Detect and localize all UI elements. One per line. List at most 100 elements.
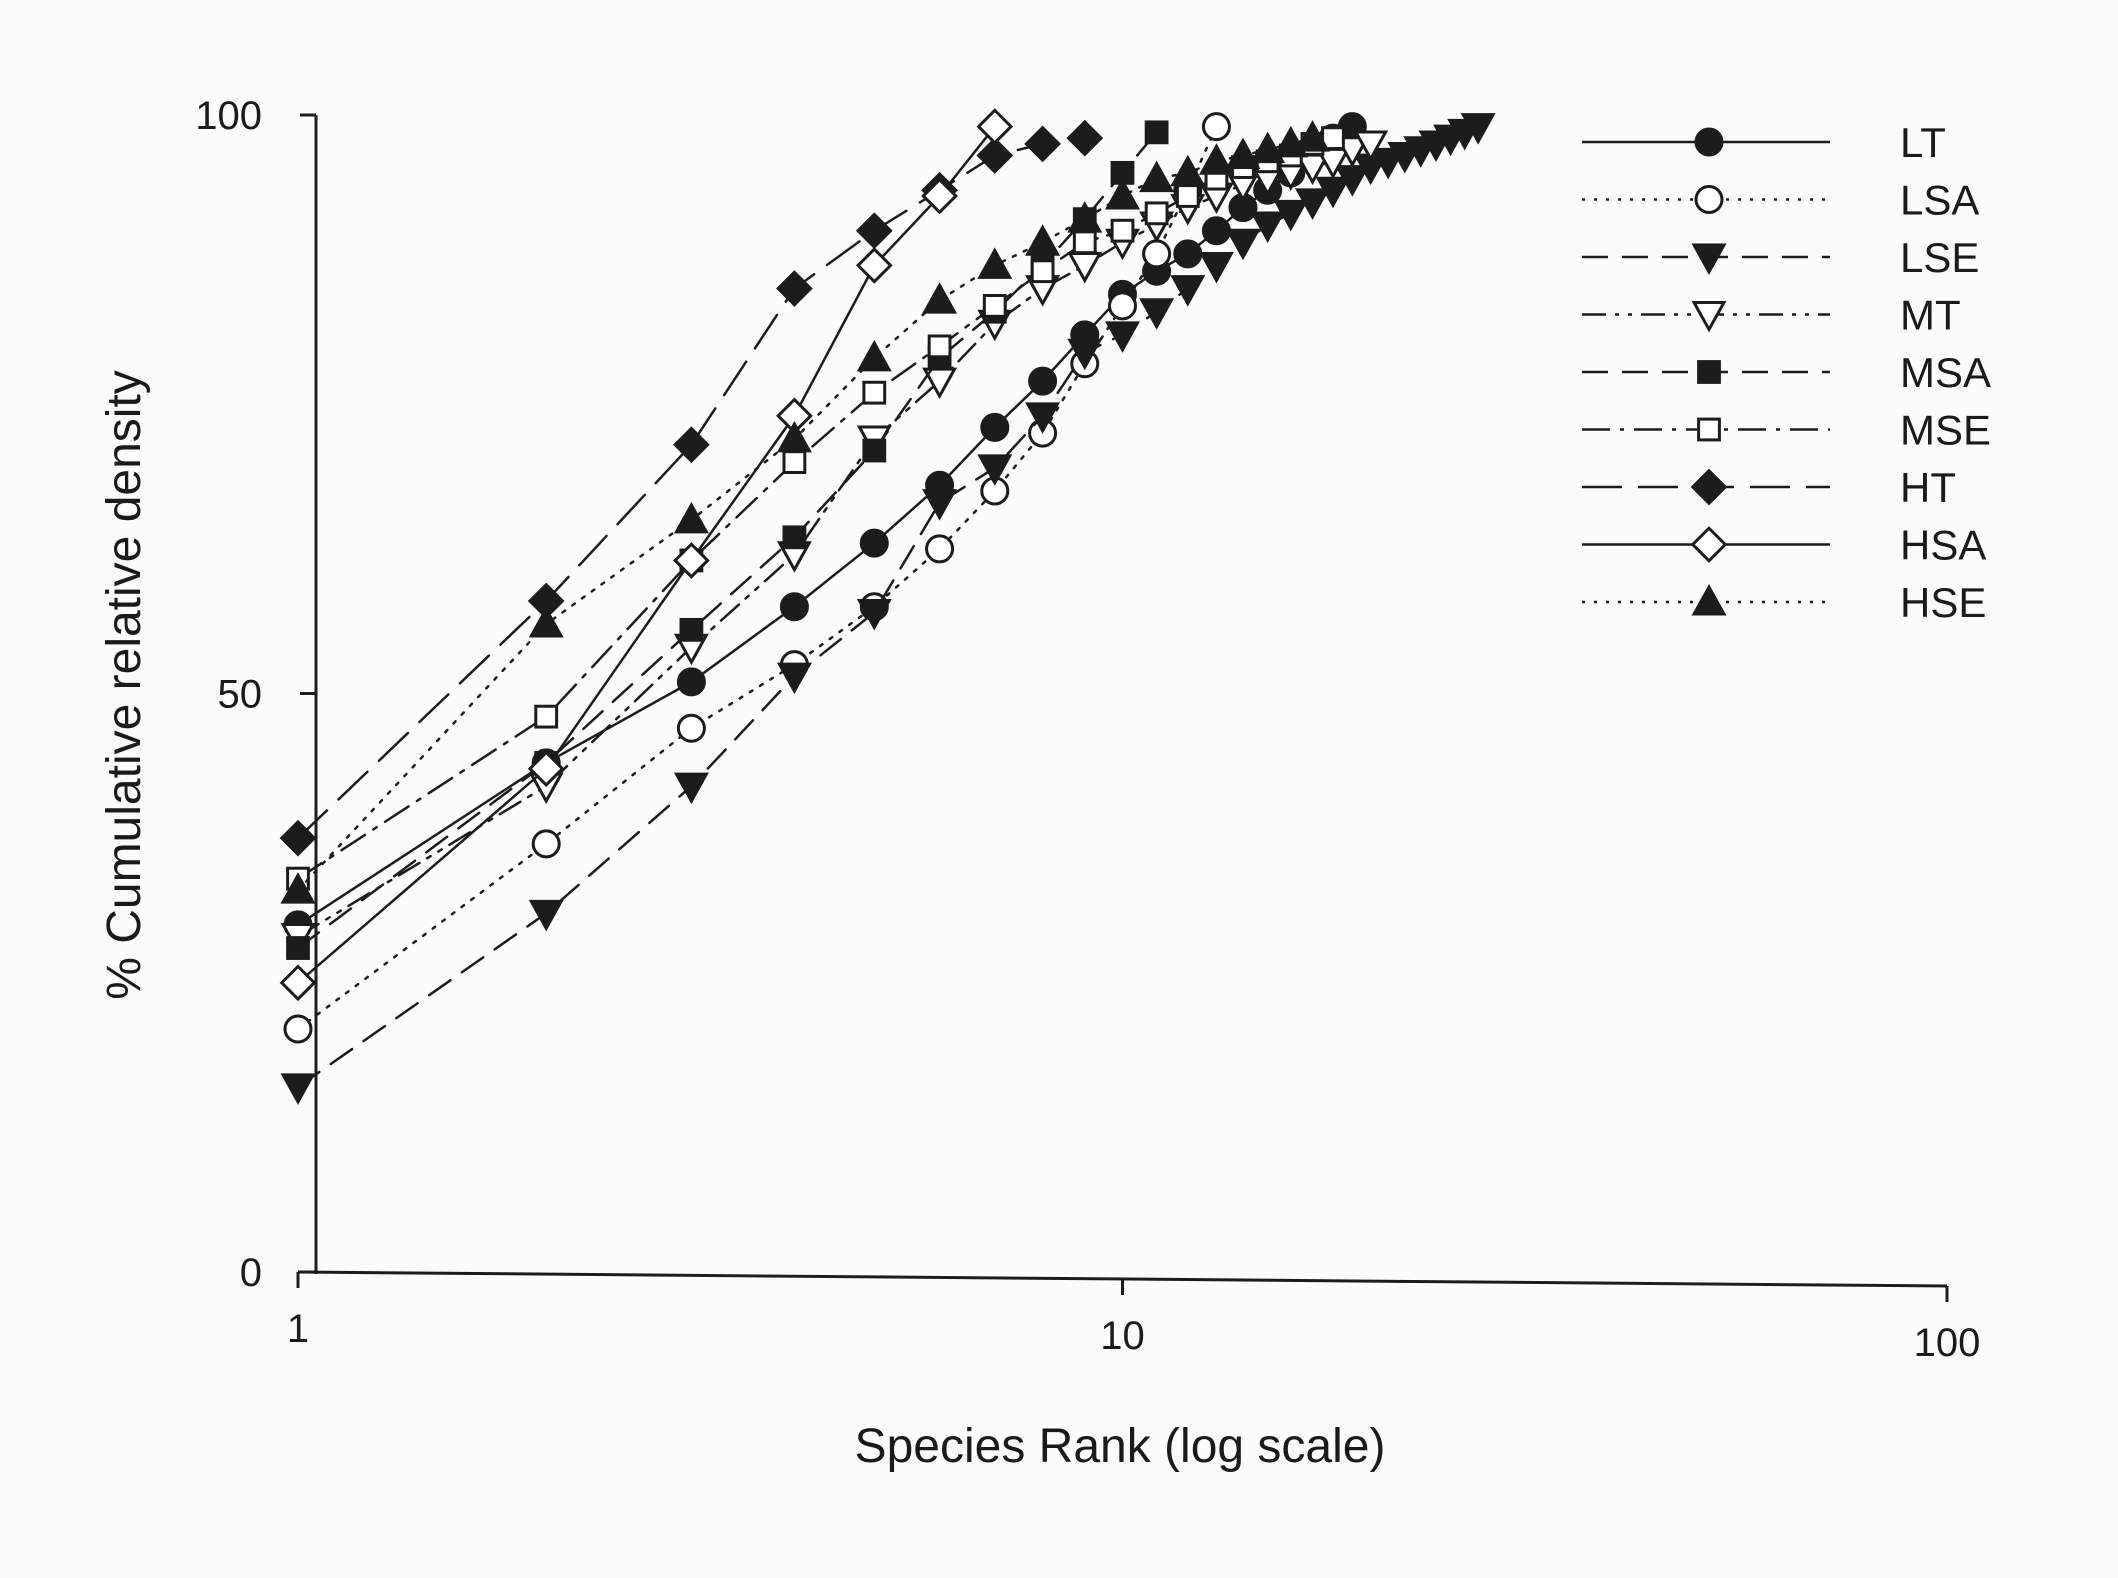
data-point-hsa — [921, 177, 958, 215]
series-line-mt — [296, 142, 1372, 938]
data-point-lse — [1460, 113, 1496, 145]
data-point-hse — [776, 420, 812, 453]
data-point-lse — [1198, 251, 1234, 284]
data-point-lt — [676, 667, 706, 697]
legend-marker-lt — [1694, 127, 1724, 157]
data-point-msa — [862, 438, 887, 463]
legend-label-hse: HSE — [1900, 579, 1986, 626]
legend-label-msa: MSA — [1900, 349, 1991, 396]
data-point-hse — [1025, 224, 1061, 256]
data-point-lsa — [676, 713, 706, 743]
data-point-hsa — [673, 542, 710, 579]
legend-marker-lse — [1691, 243, 1727, 276]
data-point-hse — [977, 247, 1013, 279]
data-point-hse — [1067, 201, 1103, 233]
data-point-mse — [1144, 201, 1169, 226]
data-point-hse — [1225, 137, 1261, 169]
data-point-hse — [1198, 143, 1234, 175]
data-point-ht — [776, 270, 813, 307]
series-hsa — [279, 108, 1014, 1002]
data-point-lt — [859, 528, 889, 558]
data-point-mse — [1321, 126, 1345, 151]
data-point-lse — [1067, 338, 1103, 371]
data-point-mt — [1353, 130, 1389, 162]
data-point-lse — [856, 599, 892, 631]
data-point-hse — [856, 339, 892, 372]
legend-item-hsa: HSA — [1582, 522, 1986, 569]
series-layer — [279, 108, 1496, 1105]
legend-marker-mt — [1691, 301, 1727, 333]
data-point-lse — [1225, 228, 1261, 261]
data-point-hse — [280, 872, 316, 904]
data-point-hse — [1105, 177, 1140, 210]
legend-item-lse: LSE — [1582, 234, 1979, 281]
legend-item-msa: MSA — [1582, 349, 1991, 396]
data-point-mse — [927, 334, 952, 359]
legend-item-hse: HSE — [1582, 579, 1986, 626]
data-point-mse — [982, 294, 1007, 318]
series-lse — [280, 113, 1496, 1105]
data-point-lt — [1173, 239, 1203, 269]
axes: 0 50 100 1 10 100 — [195, 94, 1980, 1365]
legend-item-lt: LT — [1582, 119, 1946, 166]
series-ht — [279, 119, 1104, 857]
x-tick-label: 100 — [1914, 1321, 1981, 1365]
x-tick-label: 1 — [287, 1307, 309, 1351]
data-point-mse — [1030, 259, 1055, 284]
legend: LT LSA LSE MT MSA MSE HT HSA HSE — [1582, 119, 1991, 626]
data-point-lt — [1028, 366, 1058, 396]
series-hse — [280, 120, 1331, 904]
data-point-msa — [782, 525, 807, 550]
data-point-hse — [673, 501, 709, 534]
data-point-msa — [286, 936, 310, 960]
data-point-hse — [1170, 154, 1206, 187]
data-point-mt — [1067, 251, 1103, 284]
data-point-hsa — [855, 247, 893, 284]
series-line-hsa — [296, 125, 997, 985]
data-point-lse — [1105, 321, 1140, 353]
data-point-mse — [534, 704, 559, 729]
data-point-ht — [673, 426, 710, 464]
data-point-msa — [1144, 120, 1169, 145]
data-point-lsa — [1142, 239, 1172, 269]
data-point-ht — [855, 212, 893, 250]
legend-item-ht: HT — [1582, 464, 1956, 511]
legend-marker-ht — [1690, 468, 1728, 506]
data-point-lse — [280, 1073, 316, 1105]
data-point-lt — [1201, 216, 1231, 246]
x-axis-title: Species Rank (log scale) — [855, 1420, 1386, 1473]
data-point-lsa — [925, 534, 955, 564]
legend-marker-hse — [1691, 583, 1727, 616]
data-point-lt — [779, 592, 809, 622]
legend-label-lse: LSE — [1900, 234, 1979, 281]
data-point-mse — [782, 450, 807, 475]
series-lt — [283, 112, 1367, 940]
data-point-lse — [1273, 199, 1309, 232]
legend-label-hsa: HSA — [1900, 522, 1986, 569]
legend-label-lt: LT — [1900, 119, 1946, 166]
legend-label-mse: MSE — [1900, 407, 1991, 454]
data-point-ht — [1024, 125, 1061, 163]
data-point-lsa — [283, 1014, 313, 1044]
y-tick-label: 50 — [218, 673, 263, 717]
data-point-hse — [1295, 120, 1331, 152]
legend-label-mt: MT — [1900, 292, 1961, 339]
x-tick-label: 10 — [1100, 1314, 1145, 1358]
data-point-hse — [1139, 160, 1175, 193]
data-point-hse — [922, 282, 958, 314]
data-point-lt — [980, 412, 1010, 442]
data-point-hse — [528, 606, 564, 638]
data-point-lse — [1170, 275, 1206, 307]
legend-item-lsa: LSA — [1582, 177, 1979, 224]
data-point-mse — [862, 380, 887, 405]
legend-marker-lsa — [1694, 185, 1724, 214]
legend-marker-msa — [1697, 360, 1721, 384]
data-point-mse — [1072, 230, 1097, 255]
legend-marker-mse — [1697, 417, 1721, 442]
data-point-lse — [528, 899, 564, 932]
data-point-lse — [1139, 298, 1175, 330]
data-point-ht — [976, 137, 1014, 174]
data-point-lse — [673, 772, 709, 805]
legend-label-ht: HT — [1900, 464, 1956, 511]
data-point-lse — [1250, 211, 1286, 243]
